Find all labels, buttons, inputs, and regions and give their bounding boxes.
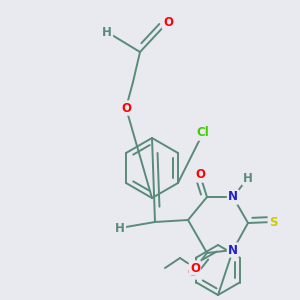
Text: H: H xyxy=(243,172,253,184)
Text: O: O xyxy=(163,16,173,28)
Text: H: H xyxy=(115,221,125,235)
Text: O: O xyxy=(187,266,197,278)
Text: O: O xyxy=(121,101,131,115)
Text: O: O xyxy=(195,169,205,182)
Text: N: N xyxy=(228,244,238,256)
Text: S: S xyxy=(269,215,277,229)
Text: Cl: Cl xyxy=(196,127,209,140)
Text: H: H xyxy=(102,26,112,38)
Text: O: O xyxy=(190,262,200,275)
Text: N: N xyxy=(228,190,238,203)
